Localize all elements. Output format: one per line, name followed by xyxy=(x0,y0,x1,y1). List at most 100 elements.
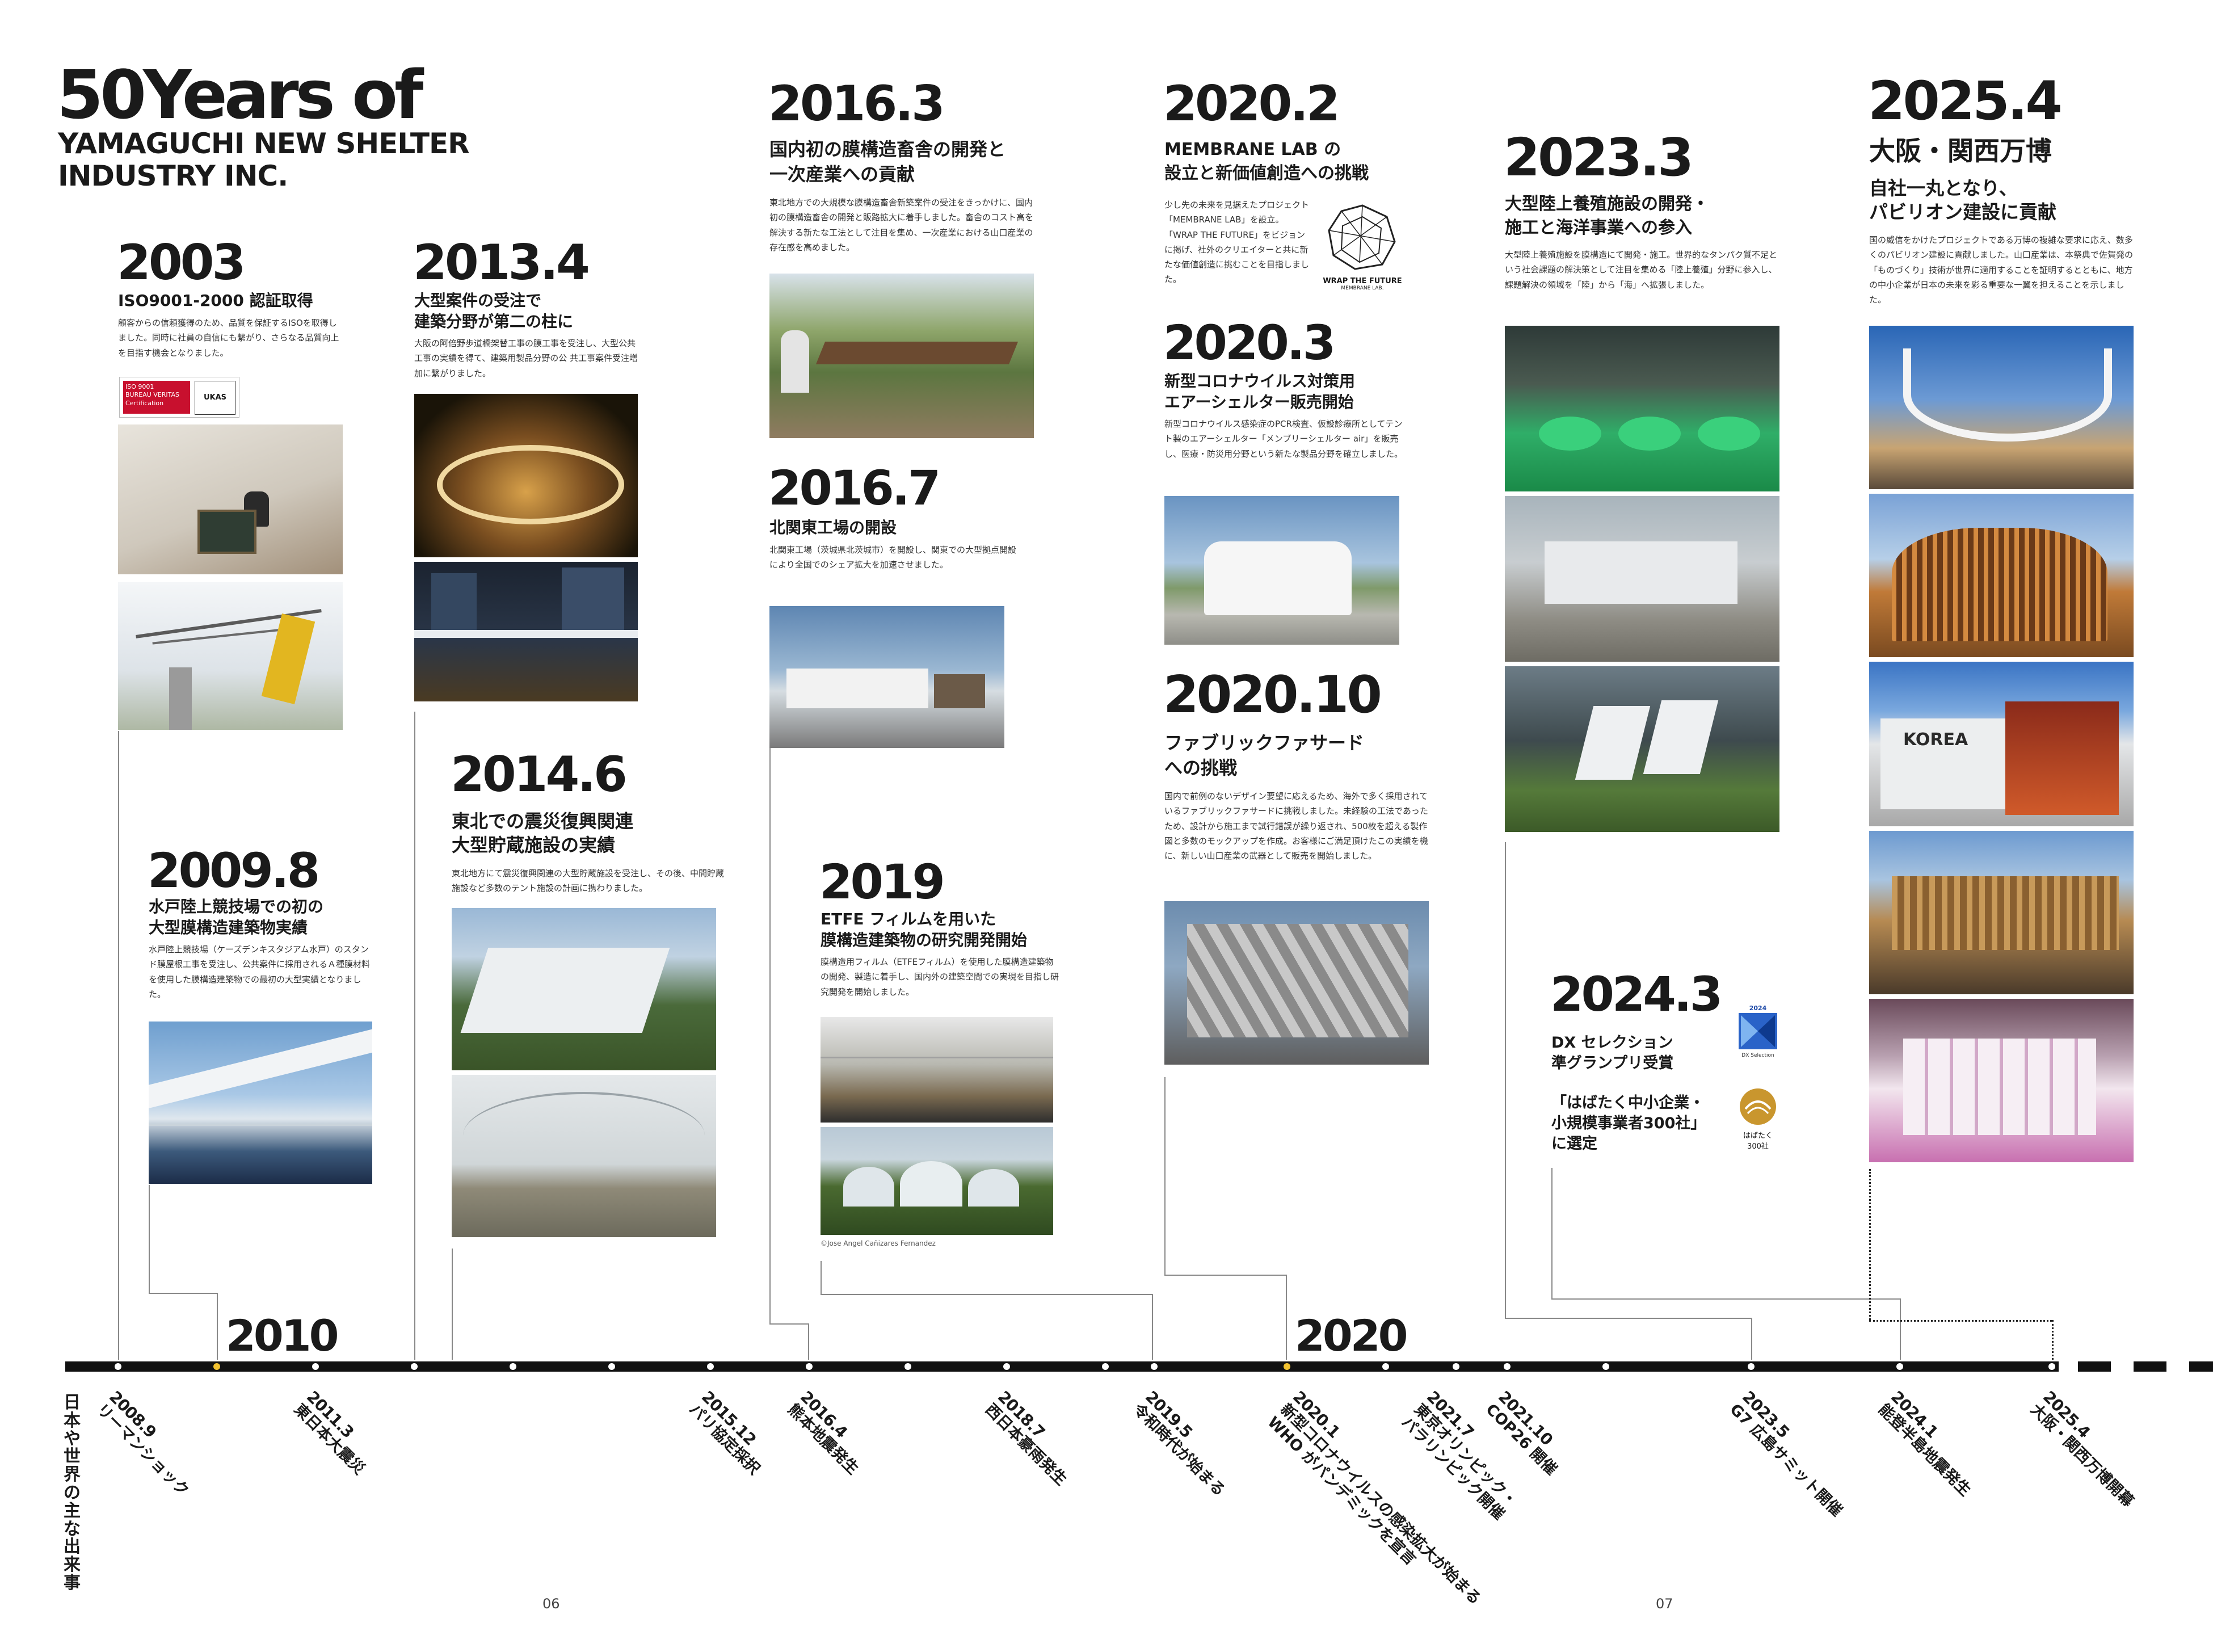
head-2024-line4: 小規模事業者300社」 xyxy=(1551,1115,1706,1132)
connector-2016-3-b xyxy=(769,1323,808,1325)
photo-2013-abeno-walkway xyxy=(414,394,638,557)
head-2024-line1: DX セレクション xyxy=(1551,1034,1673,1052)
habataku-emblem-icon xyxy=(1740,1088,1776,1125)
photo-2025-pavilion-crowd xyxy=(1869,831,2134,994)
korea-sign: KOREA xyxy=(1903,730,1968,750)
connector-2025-c xyxy=(2052,1320,2054,1360)
year-2020-3: 2020.3 xyxy=(1163,315,1336,371)
iso-certification-logo: ISO 9001 BUREAU VERITAS Certification UK… xyxy=(119,377,239,418)
page-number-right: 07 xyxy=(1656,1596,1673,1612)
head-2024-line5: に選定 xyxy=(1551,1135,1597,1153)
timeline-dot xyxy=(608,1363,615,1370)
year-2020-10: 2020.10 xyxy=(1163,665,1382,725)
photo-2019-eden-domes xyxy=(821,1127,1053,1235)
timeline-dot xyxy=(1504,1363,1511,1370)
timeline-dot xyxy=(2048,1363,2055,1370)
head-2020-10-line1: ファブリックファサード xyxy=(1164,732,1365,754)
year-2014: 2014.6 xyxy=(451,746,628,803)
photo-2014-storage-facility xyxy=(452,908,716,1070)
head-2025-line3: パビリオン建設に貢献 xyxy=(1869,201,2056,223)
year-2003: 2003 xyxy=(117,234,246,291)
dx-emblem-icon xyxy=(1739,1013,1777,1049)
head-2009-line2: 大型膜構造建築物実績 xyxy=(149,918,308,937)
head-2024-line2: 準グランプリ受賞 xyxy=(1551,1054,1674,1072)
timeline-dot xyxy=(115,1363,121,1370)
head-2016-3-line2: 一次産業への貢献 xyxy=(769,163,915,185)
decade-2020: 2020 xyxy=(1295,1310,1408,1361)
timeline-dot-2020 xyxy=(1284,1363,1290,1370)
head-2003: ISO9001-2000 認証取得 xyxy=(118,291,313,310)
timeline-dot xyxy=(1453,1363,1459,1370)
body-2009: 水戸陸上競技場（ケーズデンキスタジアム水戸）のスタンド膜屋根工事を受注し、公共案… xyxy=(149,944,371,999)
connector-2009-a xyxy=(149,1185,150,1293)
decade-2010: 2010 xyxy=(226,1310,339,1361)
body-2025: 国の威信をかけたプロジェクトである万博の複雑な要求に応え、数多くのパビリオン建設… xyxy=(1869,235,2134,305)
connector-2020-10-c xyxy=(1286,1275,1287,1360)
timeline-dot xyxy=(1003,1363,1010,1370)
timeline-dash-3 xyxy=(2189,1361,2213,1372)
wrap-the-future-icon xyxy=(1328,204,1396,270)
timeline-dot xyxy=(806,1363,813,1370)
photo-2025-wooden-pavilion xyxy=(1869,494,2134,657)
company-name-line2: INDUSTRY INC. xyxy=(58,159,288,192)
photo-2016-livestock-barn xyxy=(769,274,1034,438)
head-2020-3-line1: 新型コロナウイルス対策用 xyxy=(1164,372,1356,390)
timeline-dot xyxy=(510,1363,516,1370)
connector-2016-3-a xyxy=(769,747,771,1323)
body-2016-7: 北関東工場（茨城県北茨城市）を開設し、関東での大型拠点開設により全国でのシェア拡… xyxy=(769,545,1017,570)
connector-2024-c xyxy=(1900,1298,1901,1360)
connector-2009-c xyxy=(217,1293,218,1360)
year-2016-3: 2016.3 xyxy=(768,75,945,132)
timeline-dot xyxy=(904,1363,911,1370)
timeline-dot xyxy=(1151,1363,1158,1370)
head-2013-line2: 建築分野が第二の柱に xyxy=(414,312,574,331)
head-2014-line1: 東北での震災復興関連 xyxy=(452,810,634,832)
world-event-2015-12: 2015.12 パリ協定採択 xyxy=(685,1387,763,1478)
year-2016-7: 2016.7 xyxy=(768,460,941,516)
connector-2024-b xyxy=(1551,1298,1900,1300)
connector-2019-a xyxy=(821,1261,822,1294)
year-2019: 2019 xyxy=(819,854,945,910)
photo-2023-aerial-view xyxy=(1505,666,1779,832)
timeline-dot-2010 xyxy=(213,1363,220,1370)
connector-2019-b xyxy=(821,1294,1152,1295)
connector-2025-a xyxy=(1869,1169,1871,1320)
timeline-dot xyxy=(1748,1363,1755,1370)
dx-selection-logo: 2024 DX Selection xyxy=(1735,1004,1781,1078)
photo-2025-pavilion-roof xyxy=(1869,326,2134,489)
timeline-dot xyxy=(1382,1363,1389,1370)
body-2023: 大型陸上養殖施設を膜構造にて開発・施工。世界的なタンパク質不足という社会課題の解… xyxy=(1505,250,1778,290)
photo-2014-interior xyxy=(452,1075,716,1237)
photo-2013-night-walkway xyxy=(414,562,638,701)
world-event-2008-9: 2008.9 リーマンショック xyxy=(93,1387,192,1500)
world-event-2019-5: 2019.5 令和時代が始まる xyxy=(1129,1387,1228,1500)
connector-2023-c xyxy=(1751,1318,1752,1360)
photo-2016-kitakanto-factory xyxy=(769,606,1004,748)
head-2013-line1: 大型案件の受注で xyxy=(414,291,542,310)
photo-2020-air-shelter xyxy=(1164,496,1399,645)
connector-2025-b xyxy=(1869,1320,2052,1322)
body-2013: 大阪の阿倍野歩道橋架替工事の膜工事を受注し、大型公共工事の実績を得て、建築用製品… xyxy=(414,338,638,379)
body-2020-10: 国内で前例のないデザイン要望に応えるため、海外で多く採用されているファブリックフ… xyxy=(1164,791,1428,861)
connector-2003 xyxy=(118,731,119,1360)
company-name-line1: YAMAGUCHI NEW SHELTER xyxy=(58,127,470,160)
timeline-bar xyxy=(65,1361,2059,1372)
body-2020-3: 新型コロナウイルス感染症のPCR検査、仮設診療所としてテント製のエアーシェルター… xyxy=(1164,419,1403,459)
timeline-dash-2 xyxy=(2134,1361,2166,1372)
ukas-logo: UKAS xyxy=(195,381,235,415)
year-2023: 2023.3 xyxy=(1504,127,1694,188)
timeline-dot xyxy=(1102,1363,1109,1370)
connector-2016-3-c xyxy=(808,1323,809,1360)
timeline-dot xyxy=(1602,1363,1609,1370)
world-event-2025-4: 2025.4 大阪・関西万博開幕 xyxy=(2027,1387,2138,1511)
year-2024: 2024.3 xyxy=(1550,966,1723,1022)
head-2023-line1: 大型陸上養殖施設の開発・ xyxy=(1505,194,1709,214)
connector-2023-b xyxy=(1505,1318,1751,1319)
timeline-dot xyxy=(312,1363,319,1370)
body-2019: 膜構造用フィルム（ETFEフィルム）を使用した膜構造建築物の開発、製造に着手し、… xyxy=(821,957,1059,997)
connector-2020-10-b xyxy=(1164,1275,1286,1276)
photo-2023-aquaculture-interior xyxy=(1505,326,1779,491)
photo-2009-mito-stadium xyxy=(149,1022,372,1184)
timeline-dash-1 xyxy=(2078,1361,2111,1372)
year-2025: 2025.4 xyxy=(1868,70,2063,132)
